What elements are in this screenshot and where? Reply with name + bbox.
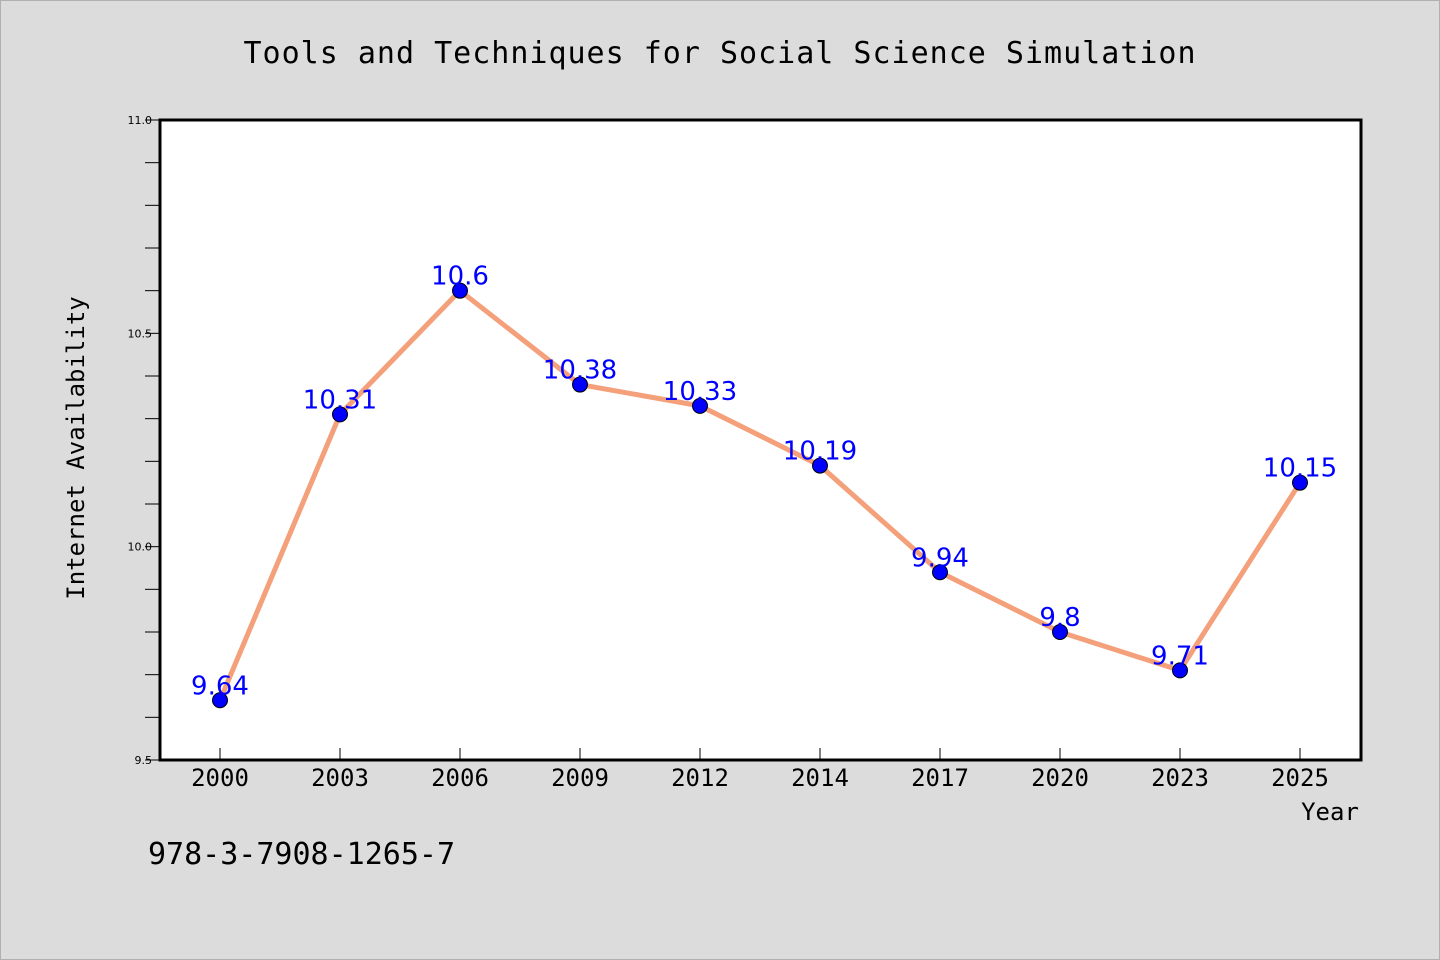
data-label: 9.8 — [1039, 603, 1080, 633]
y-axis: 9.5 10.0 10.5 11.0 — [128, 114, 160, 767]
y-tick-label: 10.0 — [128, 541, 153, 554]
data-label: 10.6 — [431, 262, 489, 292]
data-label: 10.38 — [543, 356, 617, 386]
x-tick-label: 2017 — [911, 764, 969, 792]
data-label: 10.15 — [1263, 454, 1337, 484]
data-label: 9.64 — [191, 671, 249, 701]
series-line-group — [212, 282, 1308, 709]
data-point — [1292, 474, 1308, 491]
data-label: 9.71 — [1151, 641, 1209, 671]
x-axis: 2000 2003 2006 2009 2012 2014 2017 2020 2023 2025 — [191, 748, 1329, 792]
data-point — [692, 397, 708, 414]
chart-title: Tools and Techniques for Social Science … — [243, 36, 1196, 71]
data-point — [332, 406, 348, 423]
x-tick-label: 2012 — [671, 764, 729, 792]
x-tick-label: 2009 — [551, 764, 609, 792]
x-tick-label: 2023 — [1151, 764, 1209, 792]
x-tick-label: 2006 — [431, 764, 489, 792]
data-label: 10.33 — [663, 377, 737, 407]
series-line — [217, 288, 1303, 703]
data-point — [452, 282, 468, 299]
x-tick-label: 2020 — [1031, 764, 1089, 792]
data-point — [932, 564, 948, 581]
data-point — [812, 457, 828, 474]
x-tick-label: 2000 — [191, 764, 249, 792]
y-tick-label: 10.5 — [128, 327, 153, 340]
data-labels: 9.64 10.31 10.6 10.38 10.33 10.19 9.94 9.8 9.71 1… — [191, 262, 1337, 702]
data-point — [572, 376, 588, 393]
plot-area — [158, 118, 1363, 762]
isbn-text: 978-3-7908-1265-7 — [148, 837, 455, 872]
x-tick-label: 2025 — [1271, 764, 1329, 792]
x-tick-label: 2014 — [791, 764, 849, 792]
data-label: 10.31 — [303, 385, 377, 415]
x-axis-title: Year — [1301, 798, 1359, 826]
data-point — [1052, 624, 1068, 640]
y-axis-title: Internet Availability — [62, 296, 90, 599]
y-tick-label: 9.5 — [135, 754, 153, 767]
data-point — [1172, 662, 1188, 679]
data-label: 10.19 — [783, 437, 857, 467]
y-tick-label: 11.0 — [128, 114, 153, 127]
x-tick-label: 2003 — [311, 764, 369, 792]
data-point — [212, 692, 228, 709]
data-label: 9.94 — [911, 543, 969, 573]
